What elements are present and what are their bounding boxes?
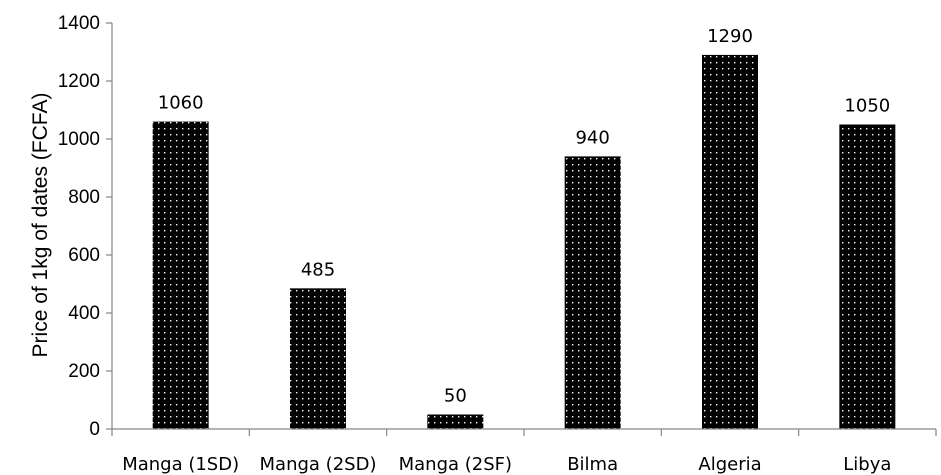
x-axis bbox=[111, 428, 937, 436]
category-label: Manga (2SF) bbox=[399, 454, 512, 475]
y-tick-label: 400 bbox=[68, 303, 100, 324]
y-tick-label: 800 bbox=[68, 187, 100, 208]
y-tick-label: 1200 bbox=[58, 71, 100, 92]
data-label: 1060 bbox=[158, 93, 204, 114]
data-label: 940 bbox=[575, 127, 609, 148]
bar bbox=[427, 414, 484, 429]
category-labels: Manga (1SD) Manga (2SD) Manga (2SF) Bilma Al… bbox=[122, 454, 891, 475]
category-label: Manga (2SD) bbox=[260, 454, 377, 475]
y-tick-label: 200 bbox=[68, 361, 100, 382]
y-axis-title: Price of 1kg of dates (FCFA) bbox=[29, 93, 52, 358]
bar bbox=[564, 156, 621, 429]
y-tick-label: 0 bbox=[89, 419, 100, 440]
y-tick-label: 1400 bbox=[58, 13, 100, 34]
y-tick-label: 1000 bbox=[58, 129, 100, 150]
category-label: Algeria bbox=[698, 454, 761, 475]
y-tick-label: 600 bbox=[68, 245, 100, 266]
bar bbox=[152, 121, 209, 429]
category-label: Manga (1SD) bbox=[122, 454, 239, 475]
bar bbox=[839, 124, 896, 429]
data-label: 1050 bbox=[844, 96, 890, 117]
y-axis-ticks: 0 200 400 600 800 1000 1200 1400 bbox=[58, 13, 113, 440]
category-label: Libya bbox=[843, 454, 891, 475]
data-labels: 1060 485 50 940 1290 1050 bbox=[158, 26, 890, 407]
bar bbox=[290, 288, 346, 429]
bar bbox=[702, 54, 758, 430]
data-label: 50 bbox=[444, 386, 467, 407]
data-label: 1290 bbox=[707, 26, 753, 47]
bars bbox=[152, 54, 896, 430]
data-label: 485 bbox=[301, 259, 335, 280]
category-label: Bilma bbox=[567, 454, 618, 475]
